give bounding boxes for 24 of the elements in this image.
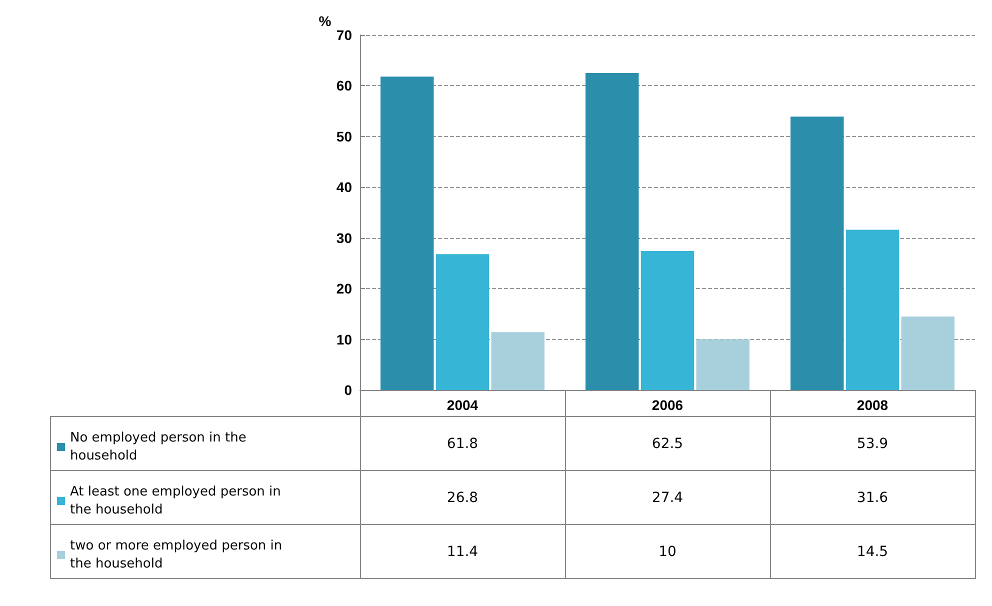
x-tick-label: 2004 — [446, 397, 478, 413]
data-label: 10 — [565, 524, 770, 578]
legend-label: No employed person in the household — [70, 430, 251, 464]
y-tick-label: 20 — [336, 280, 352, 297]
y-tick-label: 60 — [336, 78, 352, 94]
data-label: 53.9 — [770, 416, 975, 470]
data-label: 27.4 — [565, 470, 770, 524]
x-tick-label: 2006 — [652, 397, 684, 413]
y-tick-label: 10 — [336, 331, 352, 348]
x-tick-label: 2008 — [856, 397, 888, 413]
data-label: 31.6 — [770, 470, 975, 524]
y-tick-label: 70 — [336, 27, 352, 43]
data-label: 14.5 — [770, 524, 975, 578]
y-tick-label: 40 — [336, 179, 352, 196]
legend-label: two or more employed person in the household — [70, 538, 286, 572]
legend-label: At least one employed person in the household — [70, 484, 286, 518]
data-label: 26.8 — [360, 470, 565, 524]
data-label: 11.4 — [360, 524, 565, 578]
y-axis-title: % — [318, 13, 332, 30]
y-tick-label: 30 — [336, 230, 352, 246]
y-tick-label: 50 — [336, 128, 352, 144]
data-label: 61.8 — [360, 416, 565, 470]
data-label: 62.5 — [565, 416, 770, 470]
y-tick-label: 0 — [344, 382, 352, 398]
